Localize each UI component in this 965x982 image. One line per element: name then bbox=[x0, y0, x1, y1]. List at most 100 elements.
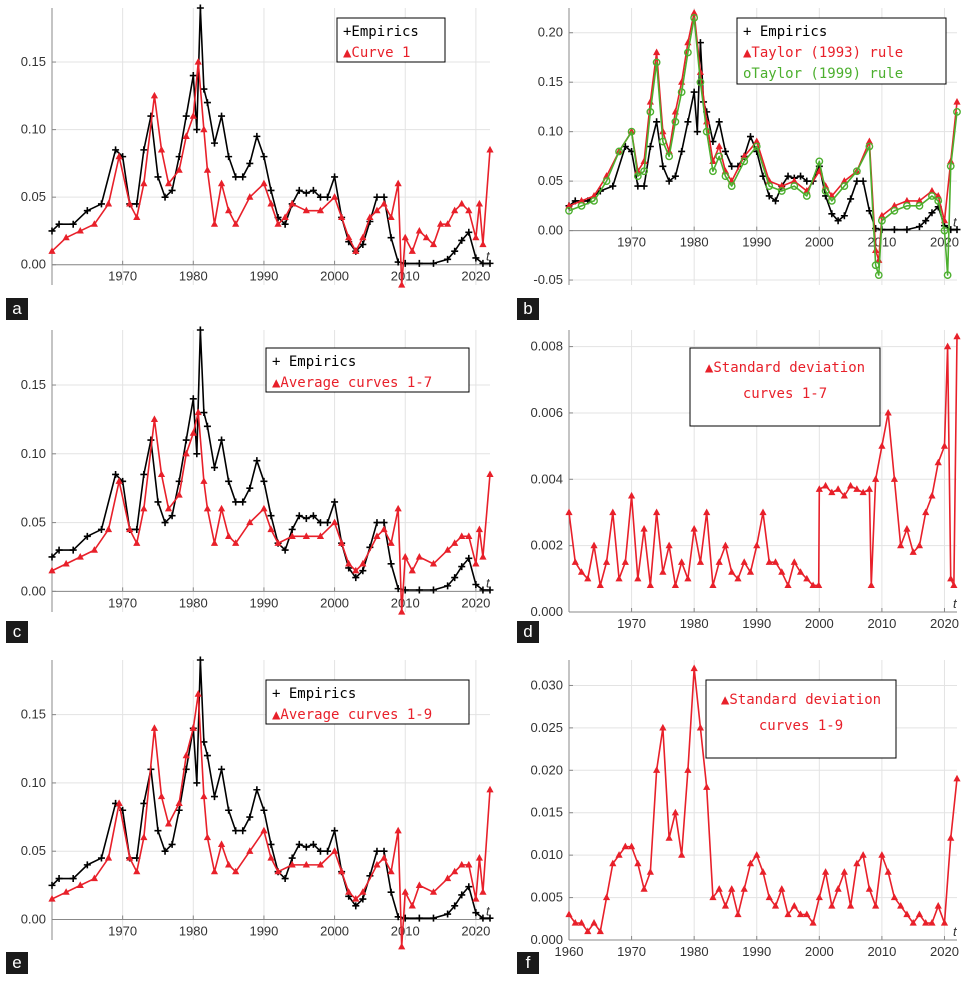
data-point-c-1 bbox=[380, 525, 388, 533]
data-point-e-1 bbox=[175, 799, 183, 807]
x-tick-label: 2000 bbox=[805, 235, 834, 250]
data-point-d-0 bbox=[909, 548, 917, 555]
data-point-b-2 bbox=[790, 182, 799, 190]
data-point-f-0 bbox=[596, 927, 604, 935]
data-point-a-1 bbox=[345, 233, 353, 241]
data-point-c-1 bbox=[164, 504, 173, 512]
data-point-f-0 bbox=[903, 910, 911, 918]
data-point-a-0 bbox=[210, 139, 218, 147]
data-point-e-1 bbox=[316, 860, 325, 868]
data-point-e-0 bbox=[97, 854, 105, 862]
data-point-d-0 bbox=[746, 568, 755, 575]
data-point-b-2 bbox=[627, 127, 636, 136]
data-point-d-0 bbox=[765, 558, 773, 565]
data-point-e-0 bbox=[260, 806, 268, 814]
data-point-d-0 bbox=[928, 491, 936, 499]
data-point-c-0 bbox=[69, 546, 77, 554]
y-tick-label: 0.004 bbox=[530, 471, 563, 486]
x-tick-label: 1980 bbox=[179, 269, 208, 284]
data-point-d-0 bbox=[790, 558, 798, 565]
data-point-d-0 bbox=[621, 558, 629, 565]
x-tick-label: 2020 bbox=[461, 269, 490, 284]
data-point-b-1 bbox=[753, 137, 761, 145]
data-point-c-1 bbox=[217, 504, 226, 512]
data-point-f-0 bbox=[890, 893, 899, 901]
data-point-b-2 bbox=[665, 152, 674, 161]
data-point-e-0 bbox=[465, 883, 473, 891]
data-point-b-2 bbox=[765, 182, 774, 190]
series-c-1 bbox=[48, 408, 494, 615]
data-point-f-0 bbox=[678, 851, 686, 858]
data-point-d-0 bbox=[950, 581, 958, 589]
axis-symbol-t: t bbox=[486, 904, 491, 919]
data-point-d-0 bbox=[753, 541, 761, 549]
series-a-1 bbox=[48, 58, 494, 288]
axis-symbol-t: t bbox=[953, 596, 958, 611]
data-point-c-0 bbox=[225, 477, 233, 485]
data-point-f-0 bbox=[734, 910, 742, 918]
data-point-a-0 bbox=[154, 173, 162, 181]
data-point-b-1 bbox=[646, 97, 654, 105]
data-point-c-0 bbox=[373, 519, 381, 527]
x-tick-label: 1980 bbox=[179, 595, 208, 610]
data-point-f-0 bbox=[840, 868, 848, 875]
data-point-c-1 bbox=[225, 532, 233, 539]
data-point-b-2 bbox=[640, 167, 648, 176]
y-tick-label: 0.05 bbox=[21, 515, 46, 530]
data-point-f-0 bbox=[953, 774, 961, 782]
data-point-e-1 bbox=[465, 860, 473, 868]
x-tick-label: 1980 bbox=[680, 944, 709, 959]
data-point-c-0 bbox=[210, 464, 218, 472]
data-point-f-0 bbox=[909, 919, 917, 926]
data-point-f-0 bbox=[565, 910, 573, 918]
data-point-e-1 bbox=[133, 867, 141, 875]
data-point-e-1 bbox=[76, 881, 84, 888]
data-point-f-0 bbox=[803, 910, 811, 918]
data-point-c-0 bbox=[352, 574, 360, 582]
data-point-d-0 bbox=[703, 508, 711, 516]
data-point-b-0 bbox=[765, 192, 773, 200]
data-point-c-1 bbox=[189, 429, 197, 436]
data-point-b-1 bbox=[577, 196, 586, 204]
data-point-b-0 bbox=[803, 177, 811, 185]
y-tick-label: 0.025 bbox=[530, 720, 563, 735]
data-point-c-0 bbox=[203, 422, 211, 430]
data-point-d-0 bbox=[678, 558, 686, 565]
data-point-c-1 bbox=[48, 566, 56, 574]
data-point-c-0 bbox=[260, 477, 268, 485]
data-point-b-1 bbox=[915, 196, 924, 204]
data-point-b-1 bbox=[640, 157, 648, 164]
data-point-e-0 bbox=[203, 752, 211, 760]
data-point-e-0 bbox=[193, 779, 201, 787]
data-point-e-0 bbox=[479, 914, 487, 922]
data-point-c-1 bbox=[203, 504, 212, 512]
data-point-b-2 bbox=[709, 167, 717, 176]
y-tick-label: 0.15 bbox=[538, 74, 563, 89]
data-point-e-0 bbox=[415, 914, 423, 922]
data-point-d-0 bbox=[590, 541, 598, 549]
x-tick-label: 2000 bbox=[320, 924, 349, 939]
y-tick-label: 0.10 bbox=[21, 446, 46, 461]
data-point-c-0 bbox=[281, 546, 289, 554]
data-point-b-1 bbox=[740, 152, 748, 159]
data-point-a-1 bbox=[182, 132, 190, 139]
data-point-f-0 bbox=[659, 723, 667, 731]
data-point-c-1 bbox=[267, 525, 275, 533]
panel-label-b: b bbox=[517, 298, 539, 320]
y-tick-label: 0.10 bbox=[21, 775, 46, 790]
x-tick-label: 1980 bbox=[179, 924, 208, 939]
x-tick-label: 1960 bbox=[555, 944, 584, 959]
data-point-e-1 bbox=[415, 881, 423, 888]
data-point-f-0 bbox=[884, 868, 892, 875]
x-tick-label: 2020 bbox=[461, 924, 490, 939]
data-point-e-0 bbox=[48, 881, 56, 889]
data-point-e-0 bbox=[302, 843, 310, 851]
data-point-d-0 bbox=[565, 508, 573, 516]
data-point-e-1 bbox=[394, 826, 402, 834]
data-point-b-0 bbox=[865, 207, 873, 215]
data-point-e-1 bbox=[140, 833, 148, 841]
data-point-d-0 bbox=[627, 491, 636, 499]
data-point-a-1 bbox=[373, 206, 381, 214]
data-point-e-1 bbox=[359, 888, 367, 895]
data-point-a-0 bbox=[182, 112, 190, 120]
